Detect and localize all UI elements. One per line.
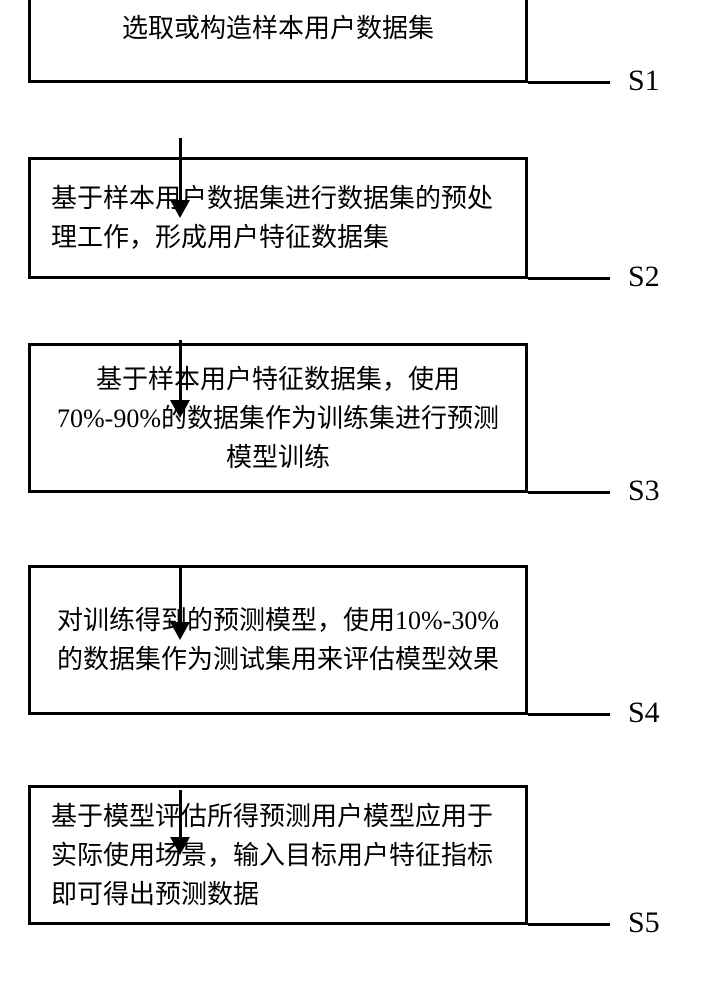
- step-label-s4: S4: [628, 696, 660, 730]
- step-text-s5: 基于模型评估所得预测用户模型应用于实际使用场景，输入目标用户特征指标即可得出预测…: [51, 797, 505, 914]
- step-label-s3: S3: [628, 474, 660, 508]
- step-box-s2: 基于样本用户数据集进行数据集的预处理工作，形成用户特征数据集: [28, 157, 528, 279]
- connector-s5: [528, 923, 610, 926]
- step-text-s3: 基于样本用户特征数据集，使用70%-90%的数据集作为训练集进行预测模型训练: [51, 360, 505, 477]
- step-text-s4: 对训练得到的预测模型，使用10%-30%的数据集作为测试集用来评估模型效果: [51, 601, 505, 679]
- connector-s1: [528, 81, 610, 84]
- step-label-s1: S1: [628, 64, 660, 98]
- connector-line-s5: [528, 923, 610, 926]
- step-box-s4: 对训练得到的预测模型，使用10%-30%的数据集作为测试集用来评估模型效果: [28, 565, 528, 715]
- connector-line-s2: [528, 277, 610, 280]
- step-box-s3: 基于样本用户特征数据集，使用70%-90%的数据集作为训练集进行预测模型训练: [28, 343, 528, 493]
- step-label-s5: S5: [628, 906, 660, 940]
- connector-s2: [528, 277, 610, 280]
- connector-s4: [528, 713, 610, 716]
- connector-line-s3: [528, 491, 610, 494]
- connector-line-s1: [528, 81, 610, 84]
- step-label-s2: S2: [628, 260, 660, 294]
- step-box-s1: 选取或构造样本用户数据集: [28, 0, 528, 83]
- flowchart-container: 选取或构造样本用户数据集 S1 基于样本用户数据集进行数据集的预处理工作，形成用户特…: [0, 0, 724, 1000]
- connector-s3: [528, 491, 610, 494]
- step-text-s2: 基于样本用户数据集进行数据集的预处理工作，形成用户特征数据集: [51, 179, 505, 257]
- connector-line-s4: [528, 713, 610, 716]
- step-box-s5: 基于模型评估所得预测用户模型应用于实际使用场景，输入目标用户特征指标即可得出预测…: [28, 785, 528, 925]
- step-text-s1: 选取或构造样本用户数据集: [122, 9, 434, 48]
